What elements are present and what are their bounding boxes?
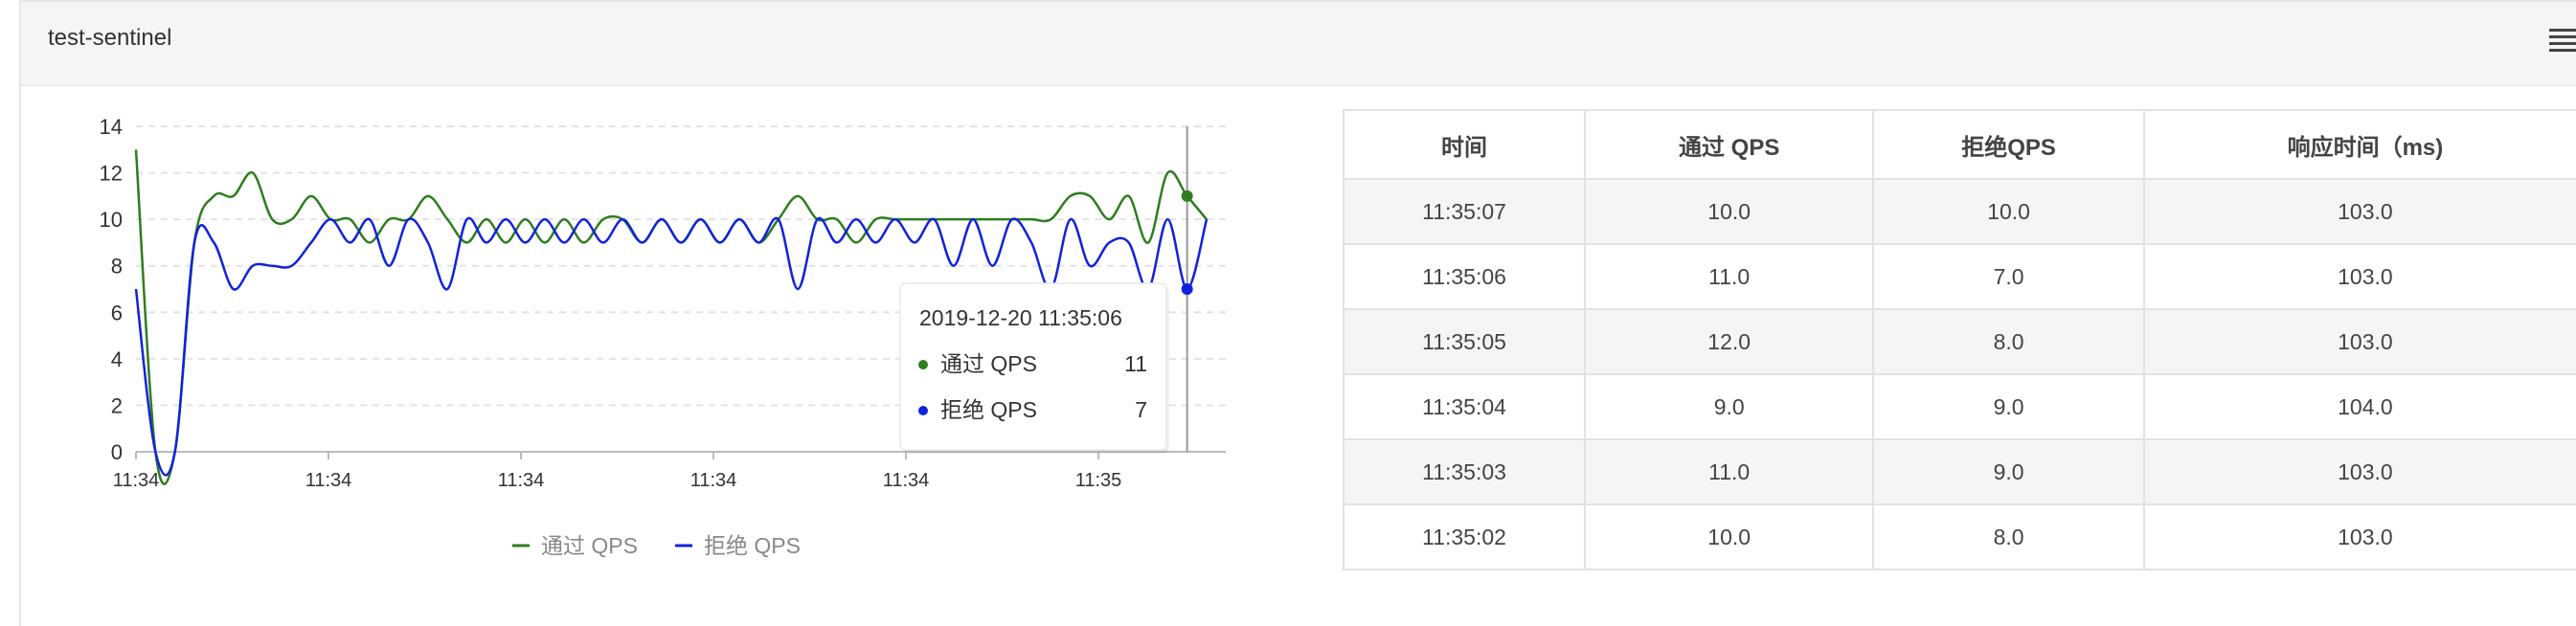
qps-line-chart[interactable]: 0 2 4 6 8 10 12 14 11:34 11:34 11:34 11:34 11:34 11:3… (77, 105, 1283, 584)
panel-title: test-sentinel (48, 25, 172, 51)
tooltip-marker-0 (918, 360, 928, 369)
cell-rt: 103.0 (2142, 308, 2576, 375)
table-row: 11:35:06 11.0 7.0 103.0 (1342, 243, 2576, 310)
tooltip-box (899, 282, 1167, 451)
cell-pass-qps: 11.0 (1584, 243, 1875, 310)
cell-rt: 104.0 (2142, 373, 2576, 440)
y-tick-label: 0 (111, 440, 123, 464)
column-header-pass-qps: 通过 QPS (1584, 109, 1875, 180)
table-row: 11:35:05 12.0 8.0 103.0 (1342, 308, 2576, 375)
y-tick-label: 10 (100, 208, 123, 232)
table-row: 11:35:07 10.0 10.0 103.0 (1342, 178, 2576, 245)
y-tick-label: 2 (111, 393, 123, 417)
cell-pass-qps: 10.0 (1584, 178, 1875, 245)
cell-pass-qps: 9.0 (1584, 373, 1875, 440)
cell-block-qps: 10.0 (1872, 178, 2145, 245)
column-header-time: 时间 (1342, 109, 1587, 180)
hover-point-0 (1181, 190, 1193, 202)
column-header-block-qps: 拒绝QPS (1872, 109, 2145, 180)
cell-time: 11:35:02 (1342, 503, 1587, 570)
tooltip-series-name: 通过 QPS (940, 351, 1037, 376)
table-row: 11:35:03 11.0 9.0 103.0 (1342, 438, 2576, 505)
x-tick-label: 11:34 (883, 470, 930, 491)
panel-header: test-sentinel (21, 2, 2576, 86)
tooltip-series-value: 11 (1124, 351, 1147, 376)
cell-time: 11:35:04 (1342, 373, 1587, 440)
tooltip-series-name: 拒绝 QPS (940, 397, 1037, 422)
cell-pass-qps: 12.0 (1584, 308, 1875, 375)
x-tick-label: 11:34 (498, 470, 545, 491)
table-header-row: 时间 通过 QPS 拒绝QPS 响应时间（ms) (1342, 109, 2576, 180)
x-tick-label: 11:35 (1075, 470, 1122, 491)
x-tick-label: 11:34 (690, 470, 737, 491)
hover-point-1 (1181, 283, 1193, 295)
cell-pass-qps: 11.0 (1584, 438, 1875, 505)
y-tick-label: 6 (111, 301, 123, 324)
hamburger-menu-icon[interactable] (2549, 29, 2576, 52)
y-tick-label: 12 (100, 162, 123, 186)
cell-time: 11:35:07 (1342, 178, 1587, 245)
table-row: 11:35:04 9.0 9.0 104.0 (1342, 373, 2576, 440)
cell-block-qps: 8.0 (1872, 308, 2145, 375)
cell-block-qps: 9.0 (1872, 438, 2145, 505)
x-tick-label: 11:34 (113, 470, 160, 491)
cell-block-qps: 9.0 (1872, 373, 2145, 440)
legend-label-1: 拒绝 QPS (704, 533, 801, 558)
cell-rt: 103.0 (2142, 503, 2576, 570)
series-line-1 (134, 216, 1209, 477)
cell-pass-qps: 10.0 (1584, 503, 1875, 570)
cell-time: 11:35:03 (1342, 438, 1587, 505)
tooltip-marker-1 (918, 406, 928, 415)
cell-time: 11:35:05 (1342, 308, 1587, 375)
cell-rt: 103.0 (2142, 438, 2576, 505)
column-header-rt: 响应时间（ms) (2142, 109, 2576, 180)
cell-block-qps: 8.0 (1872, 503, 2145, 570)
x-tick-label: 11:34 (305, 470, 352, 491)
y-tick-label: 8 (111, 255, 123, 279)
y-tick-label: 14 (100, 115, 123, 139)
cell-rt: 103.0 (2142, 178, 2576, 245)
table-row: 11:35:02 10.0 8.0 103.0 (1342, 503, 2576, 570)
cell-block-qps: 7.0 (1872, 243, 2145, 310)
legend-label-0: 通过 QPS (541, 533, 638, 558)
metrics-table: 时间 通过 QPS 拒绝QPS 响应时间（ms) 11:35:07 10.0 1… (1342, 109, 2576, 570)
y-tick-label: 4 (111, 347, 123, 371)
tooltip-series-value: 7 (1135, 397, 1147, 422)
cell-time: 11:35:06 (1342, 243, 1587, 310)
tooltip-time: 2019-12-20 11:35:06 (919, 305, 1122, 330)
cell-rt: 103.0 (2142, 243, 2576, 310)
